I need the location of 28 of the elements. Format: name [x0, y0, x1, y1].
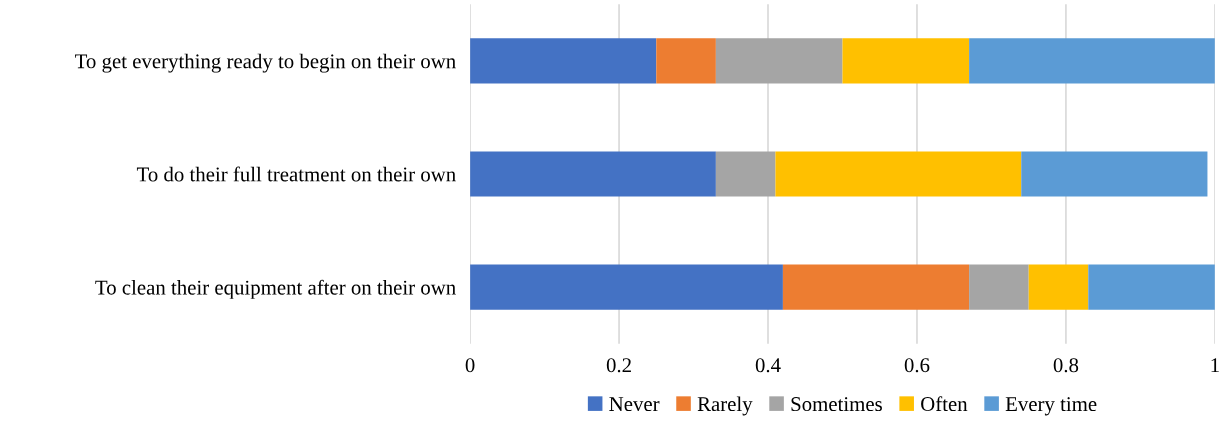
- bar: [1028, 264, 1089, 310]
- x-tick-label: 0.2: [606, 358, 631, 373]
- legend-label: Sometimes: [791, 397, 882, 412]
- bar: [715, 151, 776, 197]
- x-tick-label: 0.6: [904, 358, 930, 373]
- bar: [969, 38, 1215, 84]
- bar: [656, 38, 716, 84]
- y-tick-label: To clean their equipment after on their own: [95, 279, 456, 299]
- bar: [1021, 151, 1208, 197]
- legend-label: Never: [609, 397, 660, 412]
- x-tick-label: 0.8: [1053, 358, 1079, 373]
- bar: [470, 264, 783, 310]
- legend-label: Often: [921, 396, 968, 412]
- y-tick-label: To get everything ready to begin on their own: [75, 53, 456, 73]
- bar: [1088, 264, 1215, 310]
- bar: [470, 151, 716, 197]
- bar: [969, 264, 1029, 310]
- x-tick-label: 1: [1211, 358, 1219, 372]
- bar: [782, 264, 970, 310]
- bar: [775, 151, 1022, 197]
- bar: [715, 38, 843, 84]
- legend-label: Rarely: [697, 396, 753, 416]
- x-tick-label: 0: [465, 358, 475, 373]
- bar: [842, 38, 970, 84]
- legend-label: Every time: [1005, 397, 1097, 416]
- bar: [470, 38, 657, 84]
- x-tick-label: 0.4: [755, 358, 781, 373]
- y-tick-label: To do their full treatment on their own: [136, 166, 456, 182]
